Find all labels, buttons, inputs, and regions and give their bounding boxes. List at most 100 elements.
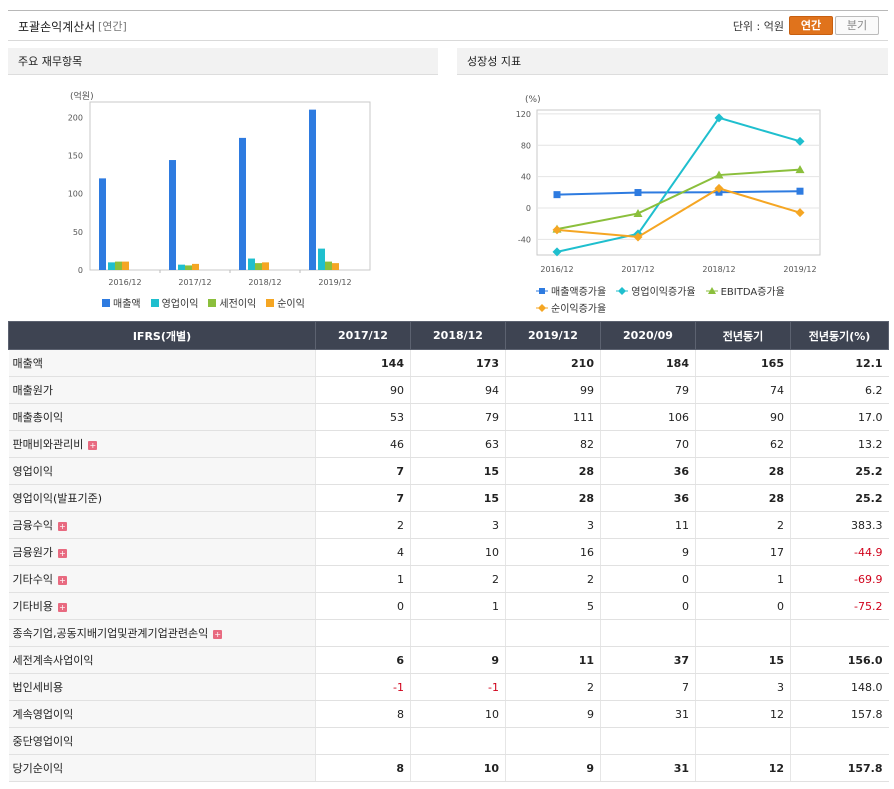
row-label: 중단영업이익 (8, 727, 316, 755)
row-label-text: 세전계속사업이익 (12, 654, 94, 667)
table-cell: 10 (410, 700, 506, 728)
expand-plus-icon[interactable]: + (57, 521, 67, 531)
table-cell: 82 (505, 430, 601, 458)
line-x-tick-label: 2016/12 (540, 265, 573, 274)
bar-3-0 (122, 261, 129, 270)
row-label: 판매비와관리비 + (8, 430, 316, 458)
row-label-text: 중단영업이익 (12, 735, 74, 748)
legend-label: 매출액 (113, 299, 141, 310)
table-cell: 1 (315, 565, 411, 593)
table-cell: 9 (505, 700, 601, 728)
legend-label: 순이익증가율 (551, 304, 607, 315)
row-label: 영업이익 (8, 457, 316, 485)
legend-swatch (266, 298, 275, 307)
table-cell: 8 (315, 700, 411, 728)
table-cell: 7 (600, 673, 696, 701)
table-cell (790, 727, 889, 755)
expand-plus-icon[interactable]: + (213, 629, 223, 639)
table-cell: 94 (410, 376, 506, 404)
table-cell: 53 (315, 403, 411, 431)
table-cell: 15 (410, 484, 506, 512)
expand-plus-icon[interactable]: + (57, 575, 67, 585)
table-cell: 2 (695, 511, 791, 539)
quarter-tab-button[interactable]: 분기 (835, 16, 879, 35)
table-cell: 173 (410, 349, 506, 377)
table-row: 기타비용 +0 1 5 0 0 -75.2 (8, 592, 889, 620)
table-cell: 156.0 (790, 646, 889, 674)
legend-label: 영업이익 (161, 299, 199, 310)
table-cell: 3 (505, 511, 601, 539)
table-cell: 9 (600, 538, 696, 566)
bar-0-0 (99, 178, 106, 270)
legend-item: 매출액증가율 (536, 283, 606, 298)
row-label: 법인세비용 (8, 673, 316, 701)
table-cell (505, 727, 601, 755)
point-2-1 (633, 208, 643, 217)
table-cell (600, 619, 696, 647)
table-cell: 148.0 (790, 673, 889, 701)
column-header: IFRS(개별) (8, 321, 316, 350)
table-cell: 37 (600, 646, 696, 674)
legend-swatch (616, 286, 629, 295)
row-label-text: 매출액 (12, 357, 43, 370)
table-cell: 28 (505, 484, 601, 512)
table-cell: 2 (410, 565, 506, 593)
bar-0-1 (169, 160, 176, 270)
bar-chart-legend: 매출액 영업이익 세전이익 순이익 (102, 295, 432, 310)
line-y-tick-label: 40 (521, 173, 531, 182)
legend-label: 세전이익 (219, 299, 257, 310)
table-cell: 1 (410, 592, 506, 620)
line-x-tick-label: 2018/12 (702, 265, 735, 274)
table-cell: 11 (505, 646, 601, 674)
table-cell: 0 (600, 565, 696, 593)
table-row: 금융수익 +2 3 3 11 2 383.3 (8, 511, 889, 539)
table-cell (315, 619, 411, 647)
table-cell: 17 (695, 538, 791, 566)
table-cell: 99 (505, 376, 601, 404)
annual-tab-button[interactable]: 연간 (789, 16, 833, 35)
table-cell: 36 (600, 457, 696, 485)
expand-plus-icon[interactable]: + (88, 440, 98, 450)
table-cell: 157.8 (790, 754, 889, 782)
table-cell: 12 (695, 700, 791, 728)
bar-1-2 (248, 258, 255, 270)
column-header: 2019/12 (505, 321, 601, 350)
table-cell: 31 (600, 754, 696, 782)
table-cell: 62 (695, 430, 791, 458)
legend-item: EBITDA증가율 (705, 283, 785, 298)
legend-swatch (208, 298, 217, 307)
point-0-1 (634, 189, 642, 197)
table-cell: 111 (505, 403, 601, 431)
table-row: 영업이익(발표기준) 7 15 28 36 28 25.2 (8, 484, 889, 512)
table-cell: 46 (315, 430, 411, 458)
point-0-3 (796, 187, 804, 195)
row-label: 매출액 (8, 349, 316, 377)
table-cell: 7 (315, 457, 411, 485)
bar-2-1 (185, 265, 192, 270)
table-row: 세전계속사업이익 6 9 11 37 15 156.0 (8, 646, 889, 674)
expand-plus-icon[interactable]: + (57, 548, 67, 558)
column-header: 전년동기 (695, 321, 791, 350)
expand-plus-icon[interactable]: + (57, 602, 67, 612)
table-cell: 6.2 (790, 376, 889, 404)
table-cell (315, 727, 411, 755)
row-label: 영업이익(발표기준) (8, 484, 316, 512)
point-1-0 (552, 247, 562, 257)
bar-y-axis-label: (억원) (70, 90, 94, 102)
table-row: 법인세비용 -1 -1 2 7 3 148.0 (8, 673, 889, 701)
series-line-1 (556, 116, 801, 253)
row-label-text: 금융원가 (12, 546, 53, 559)
table-cell: 28 (695, 484, 791, 512)
table-cell: 184 (600, 349, 696, 377)
table-cell: 25.2 (790, 457, 889, 485)
table-cell: 11 (600, 511, 696, 539)
line-x-tick-label: 2019/12 (783, 265, 816, 274)
row-label-text: 영업이익 (12, 465, 53, 478)
table-cell (695, 727, 791, 755)
statement-header: 포괄손익계산서 [연간] 단위 : 억원 연간 분기 (8, 10, 888, 41)
line-y-tick-label: 80 (521, 141, 531, 150)
table-cell: 144 (315, 349, 411, 377)
bar-y-tick-label: 100 (68, 190, 83, 199)
table-cell: 17.0 (790, 403, 889, 431)
table-row: 중단영업이익 (8, 727, 889, 755)
